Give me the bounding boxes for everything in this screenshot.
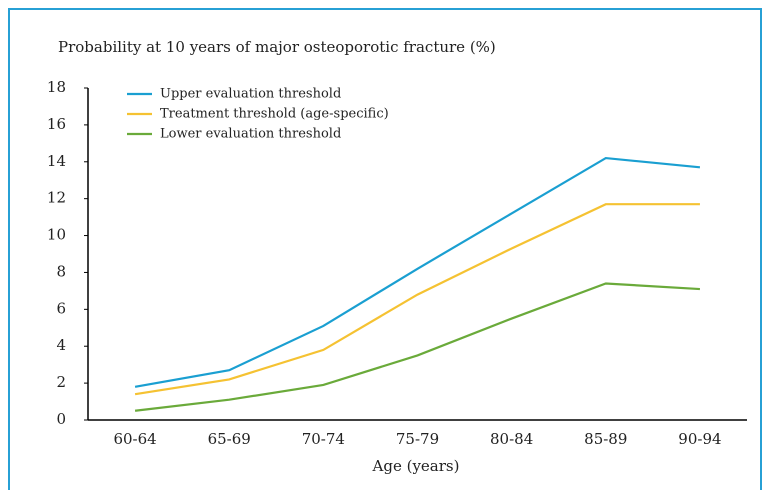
y-tick-label: 16 [47, 115, 66, 133]
y-tick-label: 10 [47, 226, 66, 244]
x-tick-label: 90-94 [678, 430, 721, 448]
y-tick-label: 8 [56, 262, 66, 280]
x-axis-label: Age (years) [372, 457, 460, 475]
y-tick-label: 14 [47, 152, 66, 170]
line-series [134, 156, 701, 388]
chart-title: Probability at 10 years of major osteopo… [58, 38, 496, 56]
x-tick-label: 80-84 [490, 430, 533, 448]
x-tick-label: 70-74 [302, 430, 345, 448]
line-series [134, 203, 700, 396]
y-tick-label: 4 [56, 336, 66, 354]
x-tick-label: 85-89 [584, 430, 627, 448]
x-tick-label: 60-64 [113, 430, 156, 448]
x-tick-label: 75-79 [396, 430, 439, 448]
legend-label: Upper evaluation threshold [160, 87, 341, 102]
frame [8, 8, 762, 490]
y-tick-label: 0 [56, 410, 66, 428]
line-series [134, 282, 700, 412]
y-tick-label: 12 [47, 189, 66, 207]
y-tick-label: 18 [47, 78, 66, 96]
legend-label: Lower evaluation threshold [160, 127, 341, 142]
legend-label: Treatment threshold (age-specific) [160, 107, 389, 122]
x-tick-label: 65-69 [208, 430, 251, 448]
y-tick-label: 2 [56, 373, 66, 391]
y-tick-label: 6 [56, 299, 66, 317]
